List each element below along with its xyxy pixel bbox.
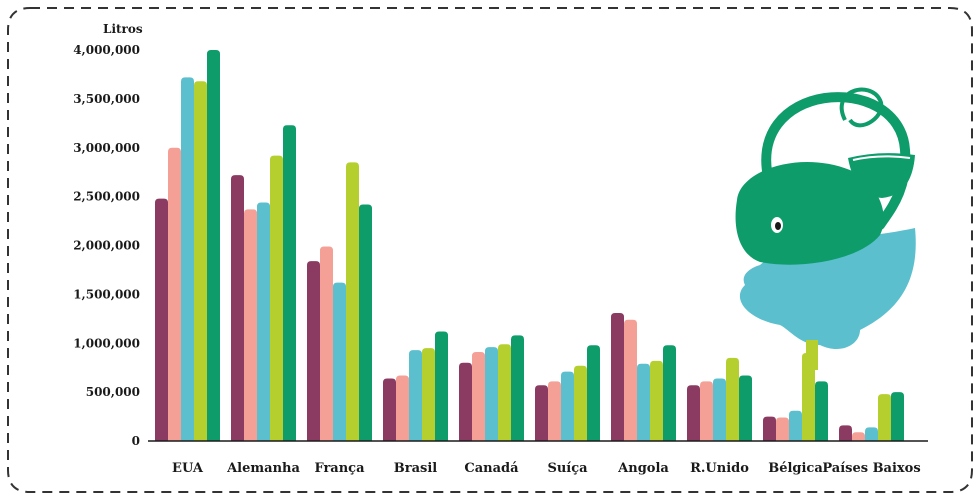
y-tick-label: 1,500,000 [73,287,140,301]
whale-mascot-icon [735,87,916,370]
bar [511,335,524,441]
bar [561,371,574,441]
bar [181,77,194,442]
bar [789,410,802,441]
bar [739,375,752,441]
y-tick-label: 3,500,000 [73,92,140,106]
bar [435,331,448,441]
x-tick-label: Bélgica [768,461,823,476]
bar [891,392,904,441]
bar [700,381,713,441]
bar [726,357,739,441]
bar [320,246,333,441]
y-tick-label: 2,500,000 [73,190,140,204]
bar [713,378,726,441]
bar [587,345,600,441]
bar [802,353,815,441]
bar [498,344,511,441]
bar [207,50,220,441]
bar [168,147,181,441]
y-tick-label: 4,000,000 [73,43,140,57]
y-tick-label: 0 [132,434,140,448]
bar [611,312,624,441]
x-tick-label: Canadá [464,461,519,476]
bar [865,427,878,441]
bar [815,381,828,441]
bar [637,363,650,441]
y-axis-label: Litros [103,22,143,36]
bar [624,319,637,441]
x-tick-label: Angola [617,461,669,476]
bar [574,365,587,441]
bars [155,50,904,442]
bar [346,162,359,441]
x-tick-label: EUA [172,461,204,476]
bar [283,125,296,441]
bar [244,209,257,441]
bar [878,394,891,441]
bar [422,348,435,441]
bar [409,350,422,441]
bar [687,385,700,441]
bar [776,417,789,441]
bar [396,375,409,441]
x-tick-label: França [314,461,365,476]
bar [459,362,472,441]
y-tick-label: 1,000,000 [73,336,140,350]
bar [231,175,244,441]
bar [333,282,346,441]
bar [257,202,270,441]
y-axis-ticks: 0 500,000 1,000,000 1,500,000 2,000,000 2,500… [73,43,140,448]
bar [663,345,676,441]
bar [472,352,485,441]
x-tick-label: Países Baixos [822,461,920,476]
x-tick-label: Brasil [394,461,438,476]
bar [194,81,207,441]
y-tick-label: 3,000,000 [73,141,140,155]
bar [307,261,320,441]
bar [270,155,283,441]
y-tick-label: 500,000 [86,385,140,399]
bar [155,198,168,441]
bar [485,347,498,441]
bar [383,378,396,441]
bar [763,416,776,441]
bar [535,385,548,441]
bar [839,425,852,441]
bar [548,381,561,441]
x-axis-ticks: EUA Alemanha França Brasil Canadá Suíça Angola… [172,461,921,476]
x-tick-label: Suíça [547,461,588,476]
bar [852,432,865,441]
y-tick-label: 2,000,000 [73,239,140,253]
x-tick-label: R.Unido [690,461,749,476]
bar [359,204,372,441]
x-tick-label: Alemanha [226,461,300,476]
bar [650,360,663,441]
